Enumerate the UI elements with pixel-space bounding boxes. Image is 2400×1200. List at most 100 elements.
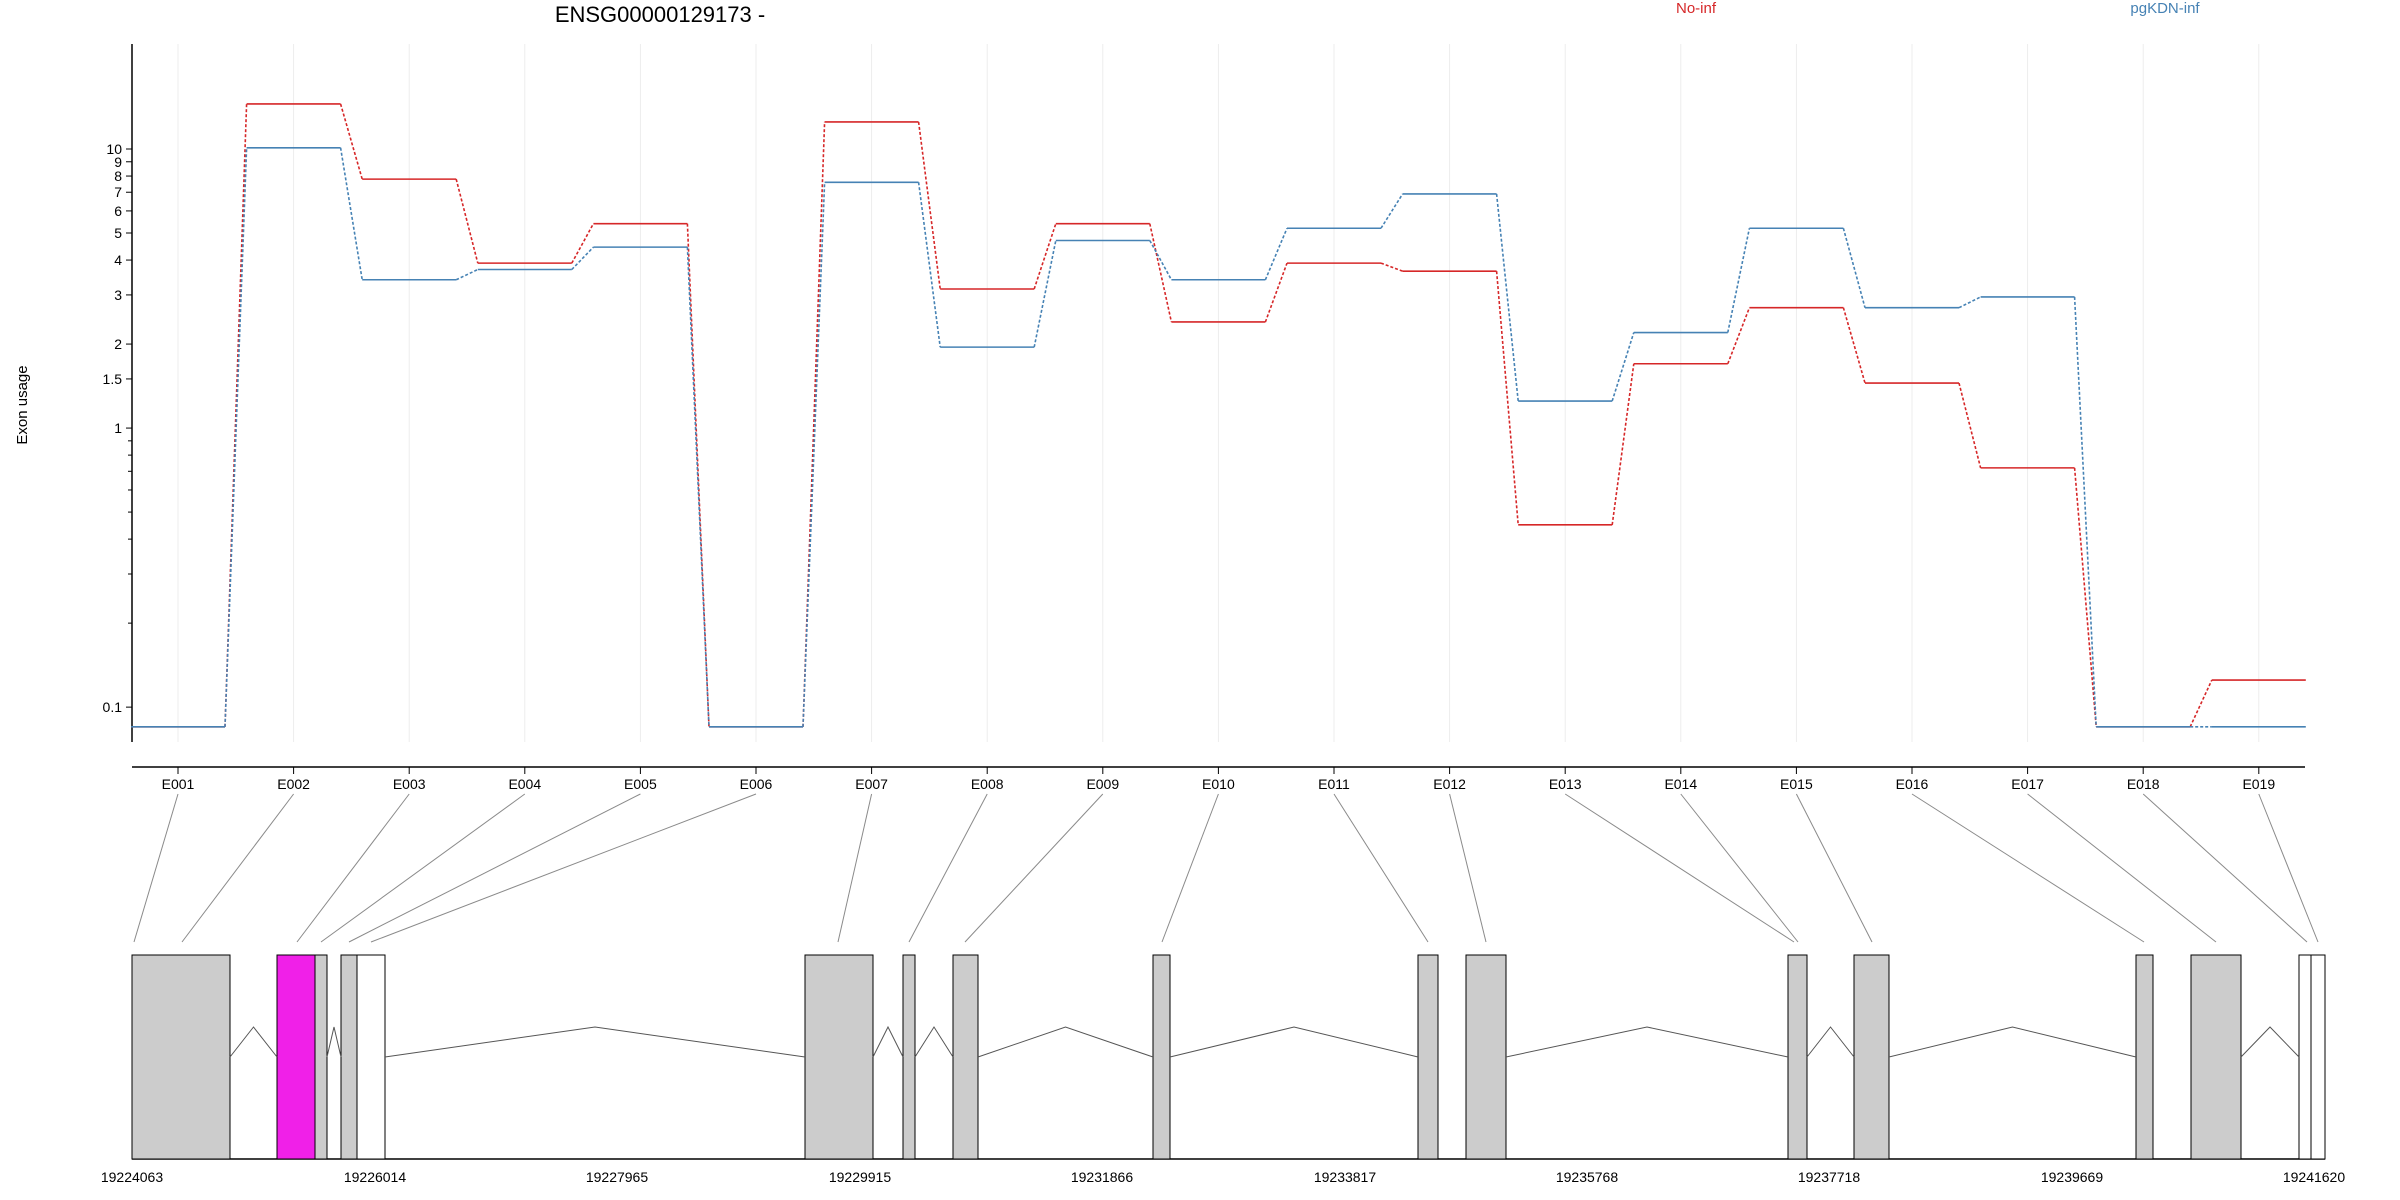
series-transition	[339, 147, 363, 280]
series-transition	[686, 247, 710, 727]
exon-connector	[1795, 793, 1873, 943]
exon-block	[340, 954, 358, 1160]
genomic-coordinate-label: 19226014	[344, 1169, 407, 1185]
series-transition	[1611, 332, 1635, 402]
x-tick-label: E016	[1896, 776, 1929, 792]
series-transition	[1264, 227, 1288, 281]
y-tick-label: 0.1	[103, 699, 123, 715]
intron-line	[384, 1026, 806, 1058]
series-transition	[2073, 467, 2097, 727]
exon-block	[356, 954, 386, 1160]
exon-block	[2135, 954, 2154, 1160]
intron-line	[872, 1025, 904, 1058]
exon-connector	[964, 793, 1104, 943]
exon-connector	[181, 793, 294, 943]
gene-model: 19224063 19226014 19227965 19229915 19231866…	[101, 954, 2346, 1185]
series-transition	[1495, 271, 1519, 525]
exon-block	[276, 954, 316, 1160]
series-transition	[1727, 307, 1751, 365]
x-tick-label: E014	[1664, 776, 1697, 792]
y-tick-label: 2	[114, 336, 122, 352]
series-transition	[1033, 240, 1057, 348]
y-tick-label: 8	[114, 168, 122, 184]
x-tick-label: E017	[2011, 776, 2044, 792]
exon-block	[2298, 954, 2312, 1160]
genomic-coordinate-label: 19241620	[2283, 1169, 2346, 1185]
x-tick-label: E006	[740, 776, 773, 792]
exon-connector	[370, 793, 757, 943]
exon-connector	[2027, 793, 2217, 943]
series-transition	[917, 182, 941, 348]
exon-block	[314, 954, 328, 1160]
x-tick-label: E013	[1549, 776, 1582, 792]
series-transition	[1958, 382, 1982, 469]
y-tick-label: 1	[114, 420, 122, 436]
exon-connector	[296, 793, 410, 943]
y-tick-label: 3	[114, 287, 122, 303]
series-transition	[455, 178, 479, 264]
exon-block	[1417, 954, 1439, 1160]
x-tick-label: E005	[624, 776, 657, 792]
chart-title: ENSG00000129173 -	[555, 2, 765, 27]
series-transition	[2189, 679, 2213, 728]
y-tick-label: 7	[114, 184, 122, 200]
exon-block	[1465, 954, 1507, 1160]
exon-connector	[1333, 793, 1429, 943]
exon-block	[2190, 954, 2242, 1160]
x-tick-label: E002	[277, 776, 310, 792]
exon-block	[131, 954, 231, 1160]
exon-connector	[1680, 793, 1799, 943]
exon-connector	[320, 793, 526, 943]
intron-line	[1888, 1026, 2137, 1058]
series-lines	[131, 103, 2306, 728]
legend-entry-pgkdn-inf: pgKDN-inf	[2130, 0, 2200, 17]
series-transition	[571, 223, 595, 264]
exon-connector	[1911, 793, 2145, 943]
x-tick-label: E015	[1780, 776, 1813, 792]
exon-connector	[1161, 793, 1219, 943]
intron-line	[1169, 1026, 1419, 1058]
genomic-coordinate-label: 19224063	[101, 1169, 164, 1185]
y-tick-label: 10	[106, 141, 122, 157]
exon-block	[952, 954, 979, 1160]
x-tick-label: E018	[2127, 776, 2160, 792]
genomic-coordinate-label: 19231866	[1071, 1169, 1134, 1185]
x-tick-label: E003	[393, 776, 426, 792]
exon-connector	[837, 793, 873, 943]
genomic-coordinate-label: 19237718	[1798, 1169, 1861, 1185]
series-pgkdn-inf	[131, 147, 2306, 728]
intron-line	[1505, 1026, 1789, 1058]
genomic-coordinate-label: 19229915	[829, 1169, 892, 1185]
series-transition	[339, 103, 363, 180]
genomic-coordinate-label: 19239669	[2041, 1169, 2104, 1185]
intron-line	[229, 1026, 278, 1058]
exon-connector	[908, 793, 988, 943]
exon-block	[902, 954, 916, 1160]
y-tick-label: 5	[114, 225, 122, 241]
exon-block	[1787, 954, 1808, 1160]
series-transition	[1842, 228, 1866, 308]
x-tick-label: E019	[2242, 776, 2275, 792]
genomic-coordinate-label: 19235768	[1556, 1169, 1619, 1185]
exon-connector	[1564, 793, 1795, 943]
x-tick-label: E007	[855, 776, 888, 792]
x-tick-label: E004	[508, 776, 541, 792]
series-transition	[224, 103, 248, 727]
x-tick-label: E011	[1318, 776, 1350, 792]
y-tick-label: 6	[114, 203, 122, 219]
series-transition	[917, 121, 941, 290]
exon-connectors	[133, 793, 2319, 943]
grid	[177, 44, 2260, 742]
genomic-coordinate-label: 19233817	[1314, 1169, 1377, 1185]
series-transition	[1149, 240, 1173, 281]
exon-block	[1853, 954, 1890, 1160]
y-axis-label: Exon usage	[14, 365, 31, 444]
exon-block	[2310, 954, 2326, 1160]
exon-block	[804, 954, 874, 1160]
exon-connector	[1449, 793, 1487, 943]
intron-line	[914, 1026, 954, 1058]
y-tick-label: 4	[114, 252, 122, 268]
x-tick-label: E010	[1202, 776, 1235, 792]
series-transition	[224, 147, 248, 727]
